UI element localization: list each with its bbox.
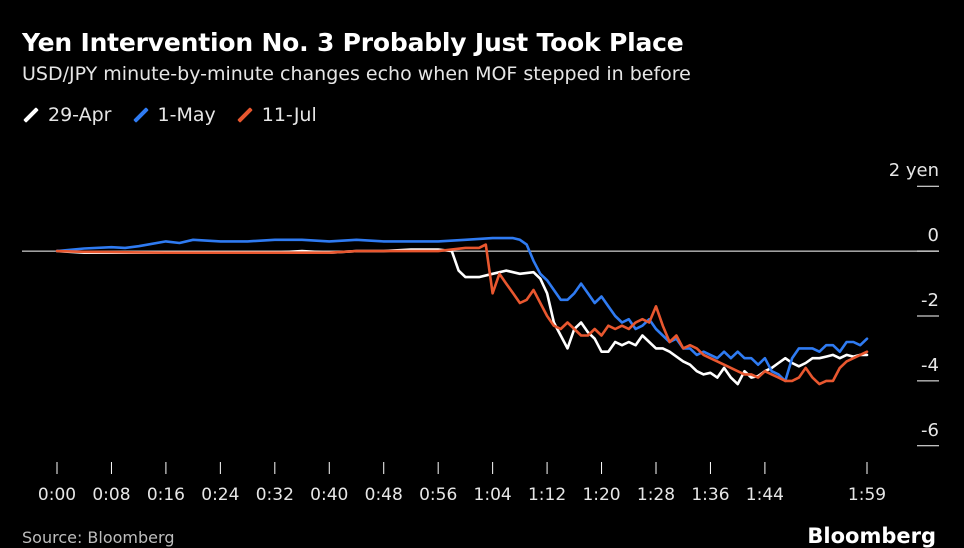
chart-title: Yen Intervention No. 3 Probably Just Too… bbox=[22, 28, 684, 57]
chart-legend: 29-Apr 1-May 11-Jul bbox=[22, 104, 317, 126]
x-tick-label: 0:40 bbox=[310, 485, 348, 505]
x-tick-label: 1:36 bbox=[691, 485, 729, 505]
y-tick-label: 2 yen bbox=[889, 160, 939, 181]
x-tick-label: 0:32 bbox=[256, 485, 294, 505]
x-tick-label: 0:48 bbox=[365, 485, 403, 505]
x-tick-label: 1:04 bbox=[474, 485, 512, 505]
x-tick-label: 1:12 bbox=[528, 485, 566, 505]
x-tick-label: 1:59 bbox=[848, 485, 886, 505]
legend-label-29-apr: 29-Apr bbox=[48, 104, 112, 126]
legend-item-1-may: 1-May bbox=[132, 104, 216, 126]
legend-item-11-jul: 11-Jul bbox=[236, 104, 317, 126]
source-note: Source: Bloomberg bbox=[22, 528, 175, 547]
legend-item-29-apr: 29-Apr bbox=[22, 104, 112, 126]
y-tick-label: -2 bbox=[921, 290, 939, 311]
series-line-1-may bbox=[55, 236, 869, 383]
x-tick-label: 0:16 bbox=[147, 485, 185, 505]
series-line-11-jul bbox=[55, 243, 869, 386]
y-tick-label: 0 bbox=[928, 225, 939, 246]
x-tick-label: 0:24 bbox=[201, 485, 239, 505]
chart-subtitle: USD/JPY minute-by-minute changes echo wh… bbox=[22, 63, 691, 85]
x-tick-label: 0:00 bbox=[38, 485, 76, 505]
y-tick-label: -6 bbox=[921, 420, 939, 441]
x-tick-label: 0:56 bbox=[419, 485, 457, 505]
series-line-29-apr bbox=[55, 248, 869, 386]
legend-label-11-jul: 11-Jul bbox=[261, 104, 317, 126]
bloomberg-logo: Bloomberg bbox=[807, 524, 936, 548]
x-tick-label: 0:08 bbox=[92, 485, 130, 505]
y-tick-label: -4 bbox=[921, 355, 939, 376]
legend-label-1-may: 1-May bbox=[157, 104, 216, 126]
x-tick-label: 1:20 bbox=[582, 485, 620, 505]
x-tick-label: 1:44 bbox=[746, 485, 784, 505]
x-tick-label: 1:28 bbox=[637, 485, 675, 505]
